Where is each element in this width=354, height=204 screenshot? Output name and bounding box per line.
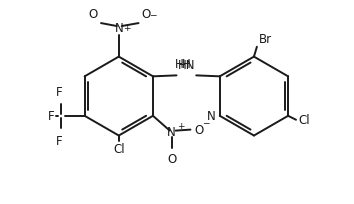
Text: F: F — [56, 134, 62, 147]
Text: Cl: Cl — [113, 143, 125, 156]
Text: O: O — [194, 123, 204, 136]
Text: N: N — [167, 125, 176, 138]
Text: O: O — [167, 153, 176, 165]
Text: +: + — [177, 121, 184, 130]
Text: N: N — [207, 110, 216, 123]
Text: O: O — [142, 8, 151, 21]
Text: H: H — [182, 58, 191, 71]
Text: Cl: Cl — [298, 114, 310, 127]
Text: F: F — [56, 86, 62, 99]
Text: −: − — [202, 118, 210, 127]
Text: HN: HN — [178, 59, 195, 72]
Text: H: H — [175, 58, 183, 71]
Text: +: + — [123, 24, 131, 33]
Text: Br: Br — [259, 33, 272, 45]
Text: O: O — [89, 8, 98, 21]
Text: F: F — [47, 110, 54, 123]
Text: −: − — [149, 10, 157, 19]
Text: N: N — [114, 22, 123, 35]
